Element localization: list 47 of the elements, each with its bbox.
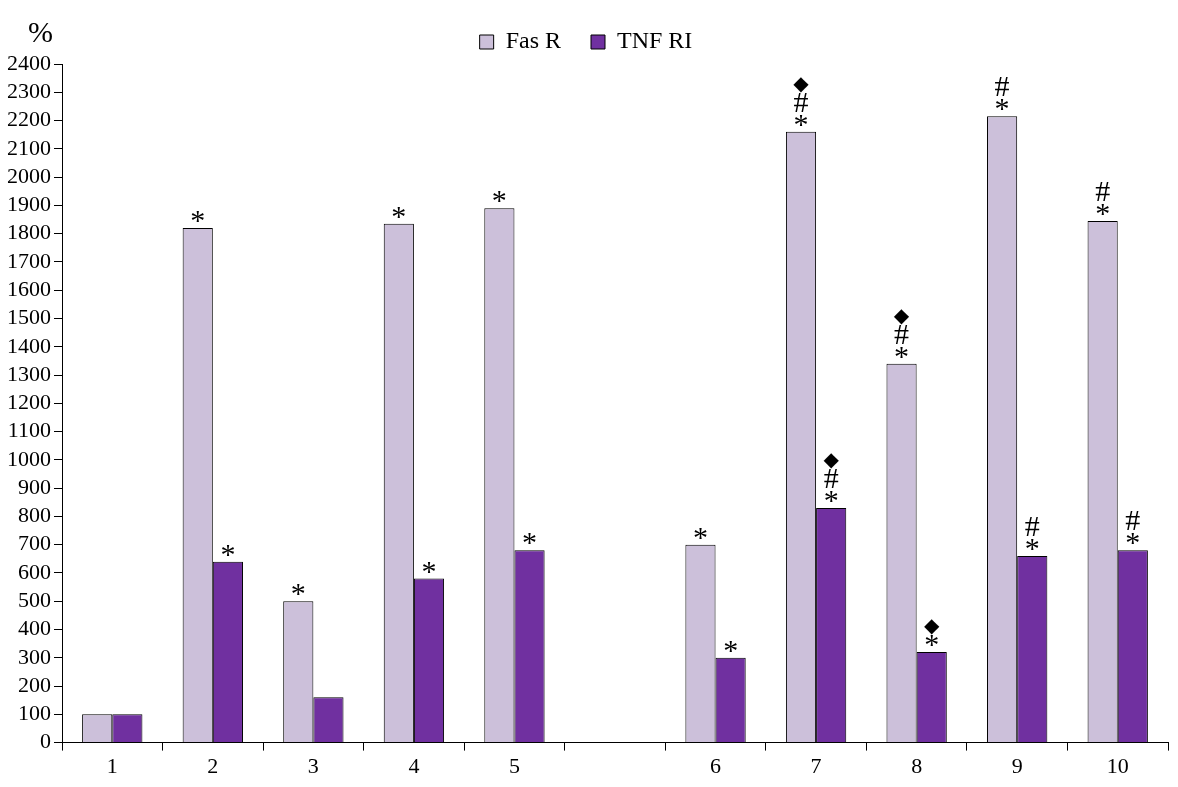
y-tick-label: 1700 xyxy=(7,247,51,273)
legend-label: TNF RI xyxy=(617,27,693,54)
x-tick-label: 1 xyxy=(106,752,118,778)
y-axis-title: % xyxy=(28,15,53,48)
y-tick-label: 1400 xyxy=(7,332,51,358)
y-tick-label: 2300 xyxy=(7,78,51,104)
annotation: * xyxy=(290,576,306,610)
x-tick-label: 10 xyxy=(1106,752,1129,778)
annotation: * xyxy=(491,183,507,217)
y-tick-label: 100 xyxy=(18,700,51,726)
annotation: * xyxy=(723,632,739,666)
x-tick-label: 7 xyxy=(810,752,822,778)
y-tick-label: 2000 xyxy=(7,162,51,188)
legend-label: Fas R xyxy=(505,27,562,54)
y-tick-label: 2100 xyxy=(7,134,51,160)
y-tick-label: 800 xyxy=(18,502,51,528)
y-tick-label: 200 xyxy=(18,671,51,697)
y-tick-label: 1000 xyxy=(7,445,51,471)
y-tick-label: 1300 xyxy=(7,360,51,386)
annotation: * xyxy=(522,525,538,559)
annotation: * xyxy=(190,202,206,236)
annotation: * xyxy=(421,553,437,587)
annotation: * xyxy=(220,536,236,570)
x-tick-label: 6 xyxy=(710,752,722,778)
annotation: * xyxy=(391,198,407,232)
y-tick-label: 1100 xyxy=(7,417,51,443)
y-tick-label: 0 xyxy=(40,728,51,754)
y-tick-label: 500 xyxy=(18,587,51,613)
annotation: * xyxy=(692,519,708,553)
y-tick-label: 2400 xyxy=(7,49,51,75)
y-tick-label: 1800 xyxy=(7,219,51,245)
x-tick-label: 5 xyxy=(508,752,520,778)
x-tick-label: 8 xyxy=(911,752,923,778)
y-tick-label: 700 xyxy=(18,530,51,556)
x-tick-label: 2 xyxy=(207,752,219,778)
y-tick-label: 2200 xyxy=(7,106,51,132)
y-tick-label: 1600 xyxy=(7,275,51,301)
x-tick-label: 3 xyxy=(307,752,319,778)
y-tick-label: 1200 xyxy=(7,389,51,415)
y-tick-label: 1900 xyxy=(7,191,51,217)
y-tick-label: 300 xyxy=(18,643,51,669)
y-tick-label: 900 xyxy=(18,473,51,499)
x-tick-label: 9 xyxy=(1011,752,1023,778)
y-tick-label: 600 xyxy=(18,558,51,584)
x-tick-label: 4 xyxy=(408,752,420,778)
y-tick-label: 1500 xyxy=(7,304,51,330)
y-tick-label: 400 xyxy=(18,615,51,641)
